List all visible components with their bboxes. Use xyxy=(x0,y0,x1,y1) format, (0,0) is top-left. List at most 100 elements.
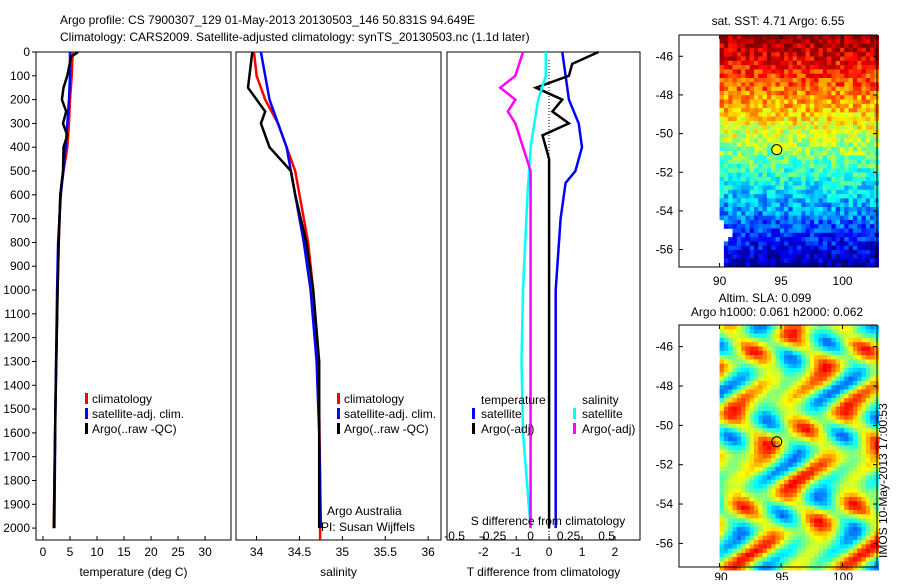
map-cell xyxy=(771,164,776,169)
map-cell xyxy=(852,428,858,433)
map-cell xyxy=(818,198,824,203)
map-cell xyxy=(852,224,858,229)
map-cell xyxy=(723,368,729,373)
map-cell xyxy=(822,557,828,562)
map-cell xyxy=(835,202,841,208)
map-cell xyxy=(753,176,759,182)
map-cell xyxy=(736,189,742,195)
map-cell xyxy=(728,250,733,255)
map-cell xyxy=(723,466,729,472)
map-cell xyxy=(839,73,845,79)
map-cell xyxy=(857,475,862,481)
map-cell xyxy=(745,65,750,70)
map-cell xyxy=(839,181,845,186)
map-cell xyxy=(822,95,828,100)
map-cell xyxy=(753,125,759,130)
map-cell xyxy=(865,52,871,57)
map-cell xyxy=(753,376,759,382)
map-cell xyxy=(762,116,768,122)
map-cell xyxy=(844,505,849,511)
map-cell xyxy=(822,531,828,536)
map-cell xyxy=(857,488,862,493)
map-cell xyxy=(827,202,832,208)
map-cell xyxy=(865,133,871,139)
map-cell xyxy=(852,376,858,382)
map-cell xyxy=(792,565,798,571)
legend-swatch xyxy=(573,408,576,419)
map-cell xyxy=(852,254,858,259)
map-cell xyxy=(792,207,798,212)
map-cell xyxy=(766,172,772,178)
map-cell xyxy=(831,245,836,251)
map-cell xyxy=(822,159,828,165)
map-cell xyxy=(723,43,729,49)
map-cell xyxy=(723,258,729,264)
map-cell xyxy=(749,436,755,442)
map-cell xyxy=(857,56,862,62)
map-cell xyxy=(831,548,836,554)
map-cell xyxy=(771,189,776,195)
map-cell xyxy=(779,368,785,373)
map-cell xyxy=(852,415,858,420)
map-cell xyxy=(762,146,768,152)
map-cell xyxy=(839,380,845,386)
map-cell xyxy=(766,228,772,234)
map-cell xyxy=(719,329,725,334)
map-cell xyxy=(784,224,789,229)
map-cell xyxy=(814,43,819,49)
map-cell xyxy=(719,129,725,135)
map-cell xyxy=(784,103,789,109)
map-cell xyxy=(814,250,819,255)
map-cell xyxy=(723,47,729,53)
annotation-line-2: PI: Susan Wijffels xyxy=(321,520,415,534)
map-cell xyxy=(839,228,845,234)
map-cell xyxy=(848,406,854,412)
map-cell xyxy=(814,522,819,528)
map-cell xyxy=(870,254,875,259)
map-cell xyxy=(792,82,798,87)
map-cell xyxy=(861,466,867,472)
legend-title-salinity: salinity xyxy=(582,393,619,407)
map-cell xyxy=(766,258,772,264)
map-cell xyxy=(861,385,867,390)
map-cell xyxy=(732,372,738,377)
map-cell xyxy=(831,185,836,191)
map-cell xyxy=(805,108,811,113)
map-cell xyxy=(857,514,862,519)
map-cell xyxy=(870,389,875,395)
map-cell xyxy=(831,466,836,472)
map-cell xyxy=(805,189,811,195)
map-cell xyxy=(844,82,849,87)
map-cell xyxy=(788,518,793,524)
map-cell xyxy=(796,245,802,251)
map-cell xyxy=(779,445,785,450)
map-cell xyxy=(844,155,849,160)
map-cell xyxy=(775,445,781,450)
map-cell xyxy=(822,155,828,160)
map-cell xyxy=(762,43,768,49)
map-cell xyxy=(762,501,768,506)
map-cell xyxy=(805,164,811,169)
map-cell xyxy=(745,164,750,169)
map-cell xyxy=(831,155,836,160)
map-cell xyxy=(784,359,789,364)
map-cell xyxy=(792,359,798,364)
map-cell xyxy=(801,95,806,100)
map-cell xyxy=(814,254,819,259)
map-cell xyxy=(827,548,832,554)
map-cell xyxy=(835,189,841,195)
map-cell xyxy=(796,254,802,259)
map-cell xyxy=(796,389,802,395)
map-cell xyxy=(814,103,819,109)
map-cell xyxy=(736,355,742,360)
map-cell xyxy=(732,86,738,92)
map-cell xyxy=(827,436,832,442)
map-cell xyxy=(827,228,832,234)
map-cell xyxy=(766,540,772,545)
map-cell xyxy=(839,531,845,536)
map-cell xyxy=(861,215,867,221)
map-cell xyxy=(796,43,802,49)
map-cell xyxy=(758,325,763,330)
map-cell xyxy=(758,423,763,429)
map-cell xyxy=(762,112,768,117)
